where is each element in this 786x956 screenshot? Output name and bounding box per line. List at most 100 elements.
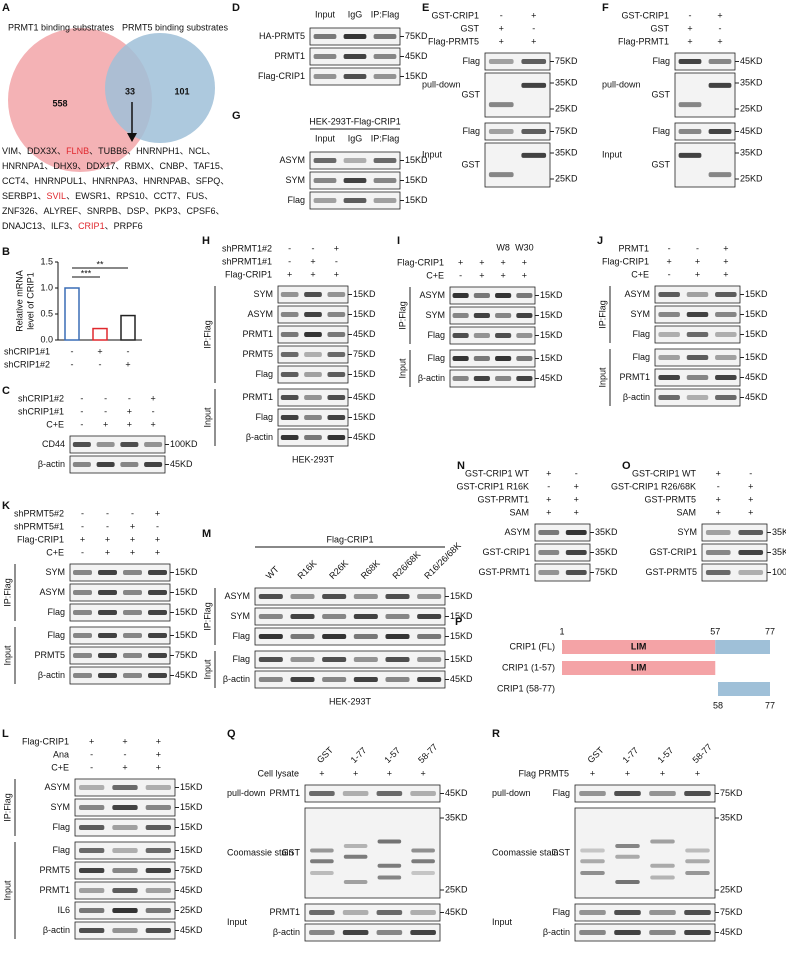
size-label: 15KD bbox=[175, 587, 198, 597]
gel-band bbox=[343, 158, 367, 163]
group-label: IP:Flag bbox=[597, 300, 607, 329]
group-label: IP:Flag bbox=[397, 301, 407, 330]
condition-mark: + bbox=[546, 468, 551, 478]
gene-name: DDX17 bbox=[86, 161, 115, 171]
blot-strip bbox=[254, 587, 446, 606]
set-name: PRMT5 binding substrates bbox=[122, 22, 229, 32]
condition-mark: - bbox=[80, 393, 83, 403]
gel-band bbox=[417, 594, 442, 599]
gene-name: SERBP1 bbox=[2, 191, 38, 201]
gel-band bbox=[79, 848, 105, 853]
size-label: 15KD bbox=[405, 195, 428, 205]
size-label: 45KD bbox=[353, 329, 376, 339]
gene-name: NCL bbox=[189, 146, 207, 156]
size-label: 75KD bbox=[353, 349, 376, 359]
gel-band bbox=[73, 590, 92, 595]
gel-band bbox=[79, 825, 105, 830]
blot-footer: HEK-293T bbox=[329, 696, 372, 706]
size-label: 45KD bbox=[180, 925, 203, 935]
gel-band bbox=[678, 59, 702, 64]
gel-band bbox=[516, 293, 533, 298]
condition-label: GST-PRMT1 bbox=[477, 494, 529, 504]
condition-label: GST-CRIP1 bbox=[431, 10, 479, 20]
condition-mark: + bbox=[717, 36, 722, 46]
condition-mark: + bbox=[546, 507, 551, 517]
row-label: SYM bbox=[677, 527, 697, 537]
condition-mark: + bbox=[150, 393, 155, 403]
size-label: 45KD bbox=[445, 788, 468, 798]
group-label: pull-down bbox=[602, 79, 641, 89]
gel-band bbox=[290, 594, 315, 599]
gel-band bbox=[304, 415, 322, 420]
separator: 、 bbox=[145, 191, 154, 201]
gel-band bbox=[120, 442, 139, 447]
gel-band bbox=[473, 333, 490, 338]
separator: 、 bbox=[207, 146, 216, 156]
condition-mark: + bbox=[103, 419, 108, 429]
condition-label: shPRMT1#1 bbox=[222, 256, 272, 266]
gel-band bbox=[309, 910, 335, 915]
gel-band bbox=[304, 435, 322, 440]
condition-mark: + bbox=[695, 256, 700, 266]
size-label: 35KD bbox=[772, 547, 786, 557]
condition-mark: + bbox=[353, 768, 358, 778]
gel-band bbox=[112, 825, 138, 830]
size-label: 45KD bbox=[405, 51, 428, 61]
gel-band bbox=[145, 805, 171, 810]
group-label: Input bbox=[492, 917, 513, 927]
blot-strip bbox=[254, 627, 446, 646]
lane-header: R68K bbox=[359, 558, 382, 581]
condition-label: C+E bbox=[631, 269, 649, 279]
separator: 、 bbox=[127, 146, 136, 156]
gel-band bbox=[280, 372, 299, 377]
panel-letter: F bbox=[602, 2, 609, 14]
gene-name: PRPF6 bbox=[114, 221, 143, 231]
row-label: Flag bbox=[47, 607, 65, 617]
separator: 、 bbox=[150, 161, 159, 171]
lane-header: 58-77 bbox=[691, 742, 714, 765]
size-label: 45KD bbox=[353, 392, 376, 402]
gel-band bbox=[538, 550, 560, 555]
condition-mark: - bbox=[124, 749, 127, 759]
gel-band bbox=[258, 634, 283, 639]
gel-band bbox=[79, 928, 105, 933]
gene-name: SNRPB bbox=[87, 206, 118, 216]
gel-band bbox=[145, 868, 171, 873]
row-label: ASYM bbox=[419, 290, 445, 300]
size-label: 100KD bbox=[772, 567, 786, 577]
condition-mark: - bbox=[532, 23, 535, 33]
gel-band bbox=[377, 875, 402, 880]
lane-header: R26/68K bbox=[391, 549, 423, 581]
gel-band bbox=[342, 791, 369, 796]
gel-band bbox=[343, 844, 368, 848]
blot-strip bbox=[254, 670, 446, 689]
gel-band bbox=[417, 634, 442, 639]
gel-band bbox=[112, 928, 138, 933]
gel-band bbox=[715, 355, 737, 360]
row-label: SYM bbox=[253, 289, 273, 299]
condition-mark: - bbox=[668, 269, 671, 279]
gel-band bbox=[309, 791, 335, 796]
gel-band bbox=[123, 610, 142, 615]
row-label: SYM bbox=[230, 611, 250, 621]
row-label: PRMT1 bbox=[39, 885, 70, 895]
size-label: 15KD bbox=[405, 155, 428, 165]
panel-letter: Q bbox=[227, 728, 236, 740]
panel-letter: R bbox=[492, 728, 500, 740]
gel-band bbox=[73, 610, 92, 615]
condition-mark: + bbox=[716, 507, 721, 517]
size-label: 15KD bbox=[540, 310, 563, 320]
gel-band bbox=[322, 657, 347, 662]
gel-band bbox=[327, 435, 346, 440]
row-label: Flag-CRIP1 bbox=[258, 71, 305, 81]
condition-mark: + bbox=[130, 521, 135, 531]
size-label: 15KD bbox=[405, 175, 428, 185]
gel-band bbox=[686, 312, 709, 317]
condition-label: shPRMT5#1 bbox=[14, 521, 64, 531]
lane-header: 1-77 bbox=[349, 745, 369, 765]
gel-band bbox=[98, 633, 117, 638]
row-label: SYM bbox=[425, 310, 445, 320]
gene-line: DNAJC13、ILF3、CRIP1、PRPF6 bbox=[2, 221, 143, 231]
gel-band bbox=[521, 152, 547, 158]
gene-name: CCT4 bbox=[2, 176, 26, 186]
